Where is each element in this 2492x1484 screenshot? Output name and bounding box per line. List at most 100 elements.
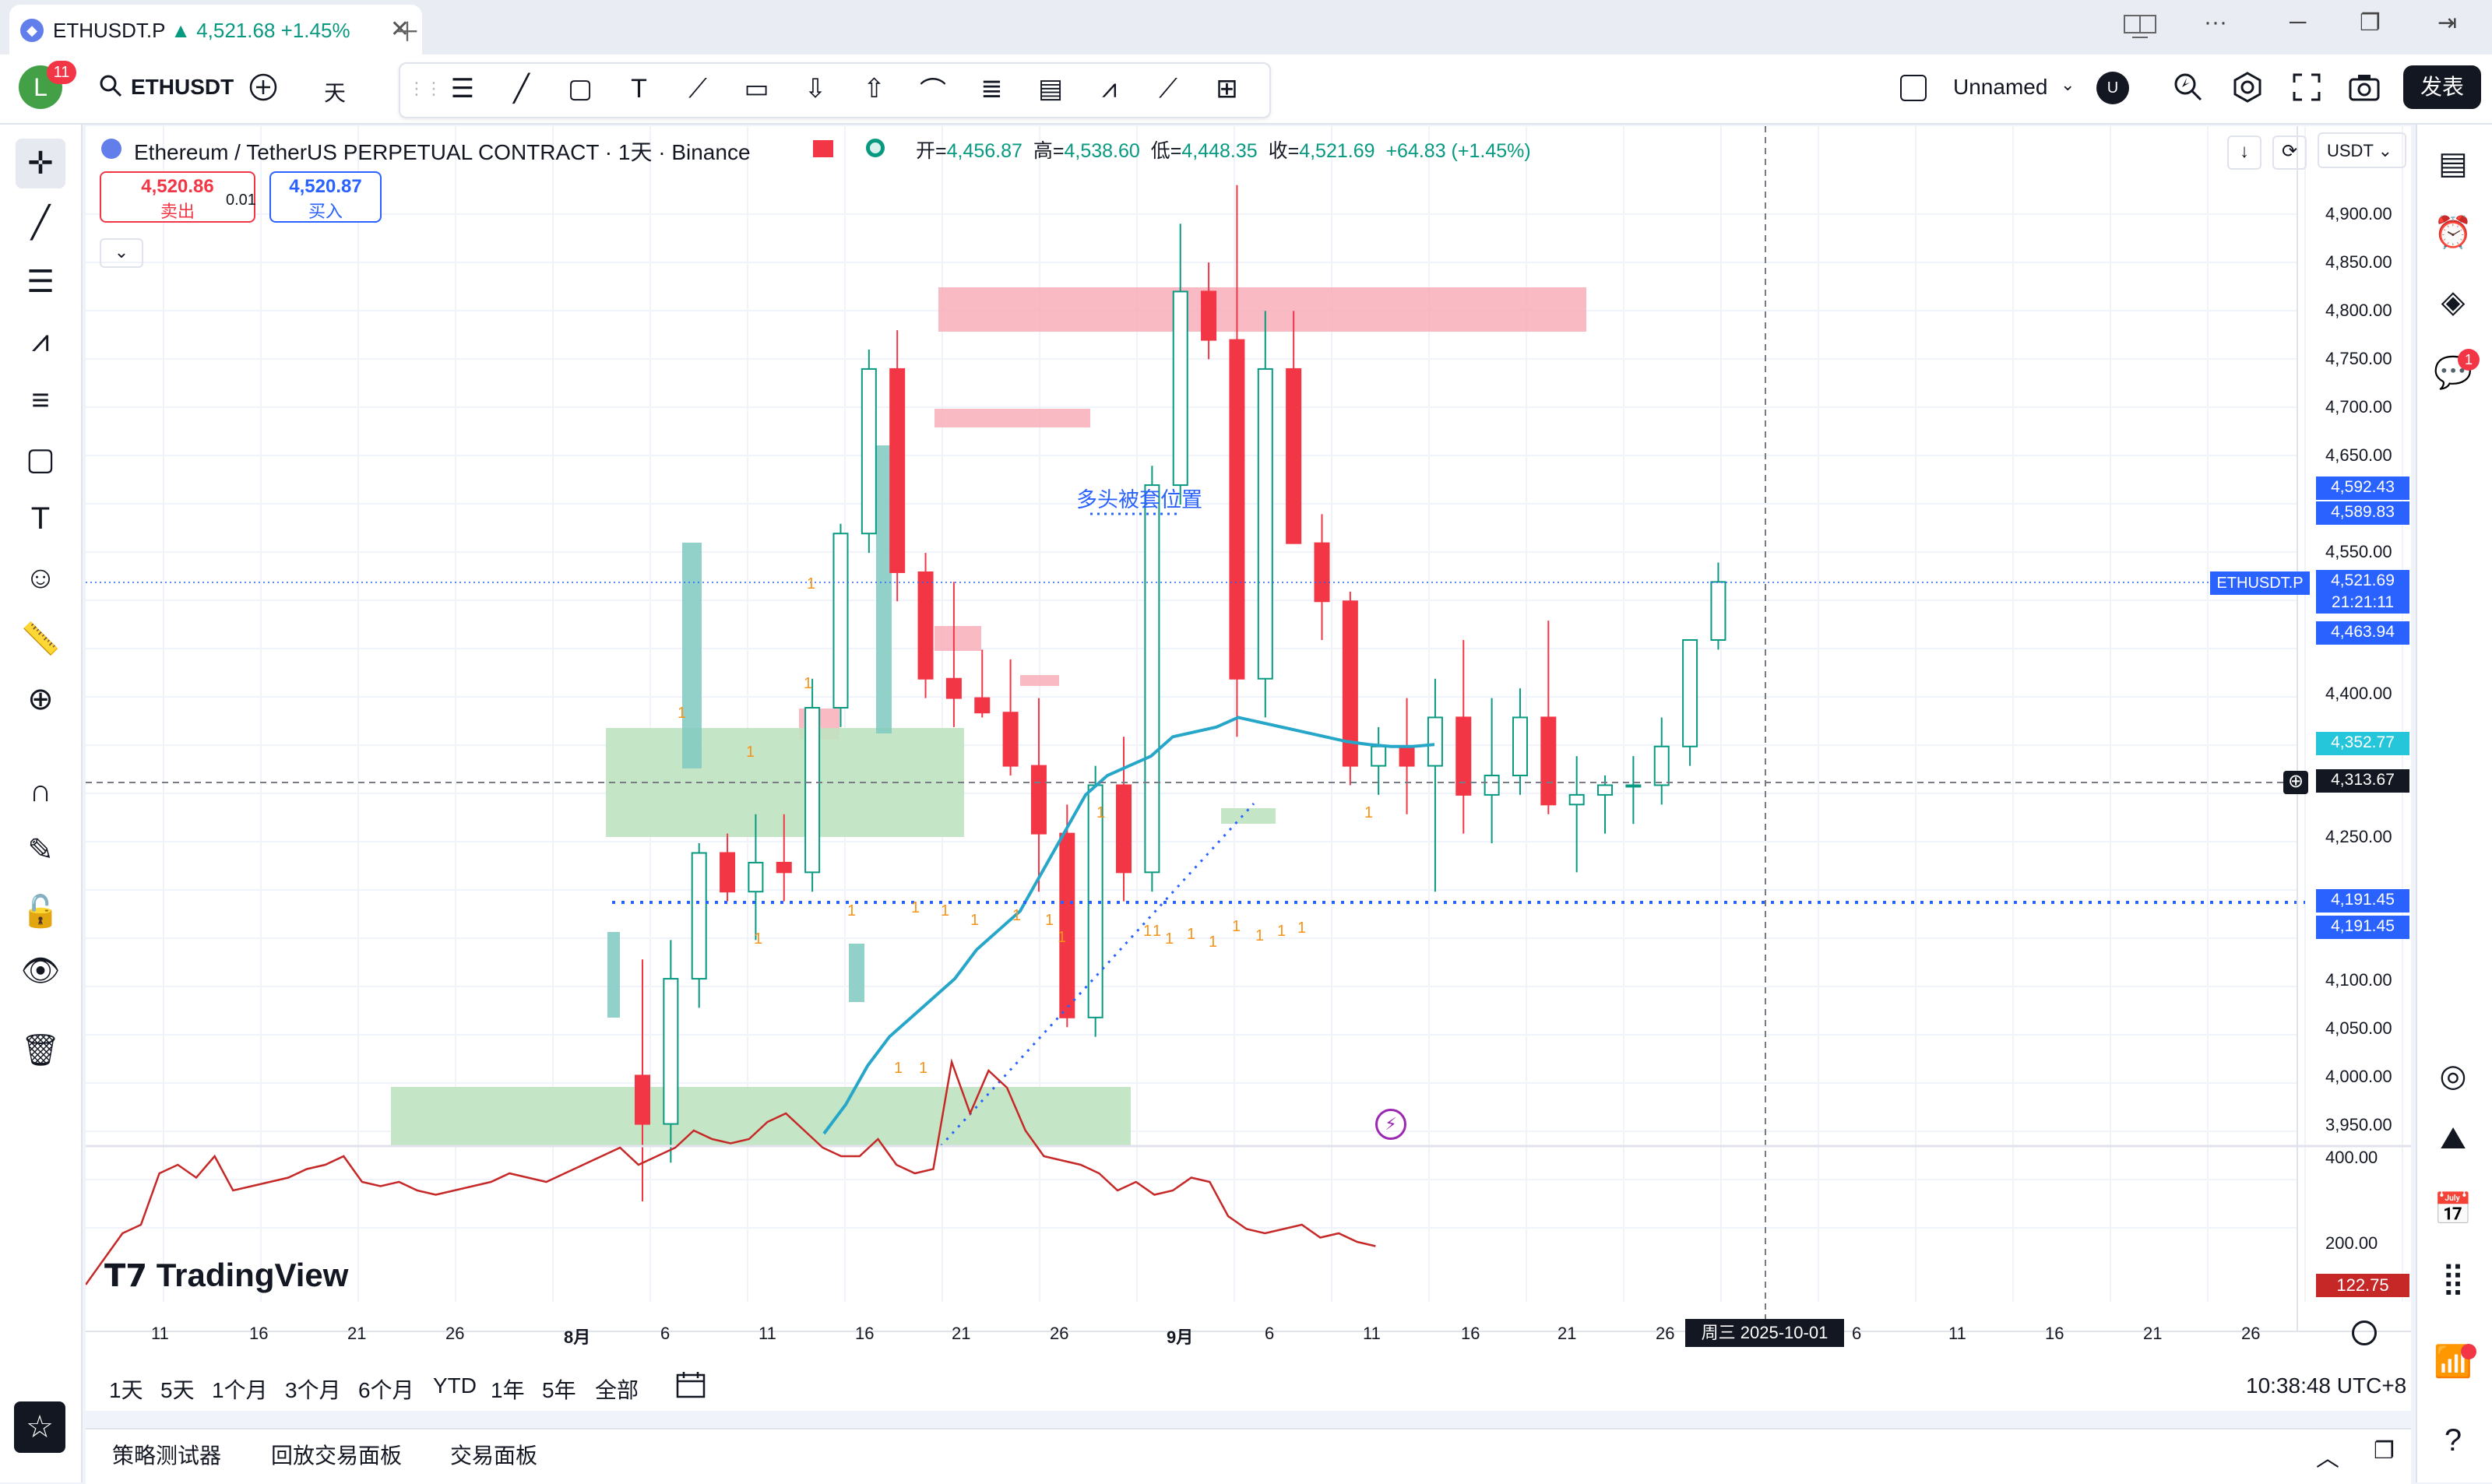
calendar-icon[interactable]	[674, 1369, 709, 1404]
calendar-icon[interactable]: 📅	[2434, 1191, 2473, 1226]
symbol-search-button[interactable]: ETHUSDT	[131, 75, 234, 99]
range-button[interactable]: 1个月	[212, 1378, 268, 1402]
layers-icon[interactable]: ◈	[2441, 285, 2466, 319]
path-icon[interactable]: ⟋	[688, 73, 707, 104]
add-alert-icon[interactable]: ⊕	[2283, 771, 2308, 794]
measure-cross-icon[interactable]: ⊞	[1216, 74, 1238, 104]
lock-icon[interactable]: 🔓	[21, 894, 60, 929]
candle-body	[1314, 542, 1330, 603]
chevron-down-icon[interactable]: ⌄	[2061, 75, 2075, 94]
lightning-icon[interactable]: ⚡	[1375, 1109, 1406, 1140]
signal-marker: 1	[1143, 923, 1152, 940]
ruler-icon[interactable]: 📏	[21, 621, 60, 656]
layout-name[interactable]: Unnamed	[1953, 75, 2048, 99]
arrow-up-marker-icon[interactable]: ⇧	[863, 74, 885, 104]
crosshair-icon[interactable]: ✛	[16, 139, 65, 188]
callout-icon[interactable]: ▭	[744, 74, 769, 104]
arrow-down-icon[interactable]: ↓	[2227, 135, 2261, 170]
zoom-in-icon[interactable]: ⊕	[27, 682, 54, 716]
maximize-panel-icon[interactable]: ❐	[2374, 1438, 2395, 1464]
browser-tab[interactable]: ◆ ETHUSDT.P ▲ 4,521.68 +1.45% ✕	[9, 5, 422, 55]
flag-icon[interactable]	[813, 140, 833, 157]
target-icon[interactable]: ◎	[2439, 1059, 2467, 1093]
bottom-tab[interactable]: 回放交易面板	[271, 1444, 403, 1468]
arrow-down-marker-icon[interactable]: ⇩	[804, 74, 827, 104]
favorites-star-icon[interactable]: ☆	[14, 1401, 65, 1453]
horizontal-lines-icon[interactable]: ☰	[450, 74, 475, 104]
candle-body	[1597, 784, 1614, 796]
trend-line-icon[interactable]: ╱	[513, 74, 530, 104]
pattern-icon[interactable]: ⩘	[1101, 73, 1118, 104]
apps-grid-icon[interactable]: ⣿	[2441, 1261, 2465, 1296]
annotation-text[interactable]: 多头被套位置	[1076, 488, 1202, 512]
camera-icon[interactable]	[2346, 69, 2383, 110]
text-icon[interactable]: T	[631, 73, 647, 104]
clock[interactable]: 10:38:48 UTC+8	[2246, 1373, 2407, 1398]
range-button[interactable]: YTD	[433, 1373, 477, 1398]
range-button[interactable]: 全部	[595, 1378, 639, 1402]
watchlist-icon[interactable]: ▤	[2438, 146, 2468, 181]
trend-line-icon[interactable]: ╱	[30, 206, 51, 240]
tradingview-logo[interactable]: 𝗧𝟳 TradingView	[104, 1257, 349, 1293]
range-button[interactable]: 1天	[109, 1378, 143, 1402]
refresh-icon[interactable]: ⟳	[2272, 135, 2307, 170]
range-button[interactable]: 5天	[160, 1378, 195, 1402]
buy-button[interactable]: 4,520.87 买入	[269, 171, 382, 223]
curve-icon[interactable]: ⌒	[920, 76, 946, 107]
eye-icon[interactable]: 👁	[20, 953, 61, 988]
spread-value: 0.01	[226, 192, 256, 209]
fullscreen-icon[interactable]	[2288, 69, 2325, 110]
quick-search-icon[interactable]	[2170, 69, 2207, 110]
prediction-icon[interactable]: ≡	[31, 382, 50, 417]
rectangle-icon[interactable]: ▢	[567, 74, 593, 104]
logout-icon[interactable]: ⇥	[2437, 10, 2458, 36]
range-button[interactable]: 6个月	[358, 1378, 414, 1402]
new-tab-icon[interactable]: ＋	[394, 18, 421, 47]
collapse-legend-button[interactable]: ⌄	[100, 238, 143, 268]
ohlc-values: 开=4,456.87 高=4,538.60 低=4,448.35 收=4,521…	[916, 140, 1531, 162]
collapse-panel-icon[interactable]: ︿	[2316, 1446, 2339, 1472]
range-button[interactable]: 5年	[542, 1378, 576, 1402]
restore-icon[interactable]: ❐	[2360, 10, 2381, 36]
pattern-icon[interactable]: ⩘	[31, 323, 50, 358]
sell-button[interactable]: 4,520.86 卖出	[100, 171, 255, 223]
fib-icon[interactable]: ☰	[26, 265, 55, 299]
fib-retracement-icon[interactable]: ≣	[980, 74, 1003, 104]
time-tick: 11	[1363, 1324, 1381, 1343]
range-button[interactable]: 1年	[491, 1378, 525, 1402]
settings-icon[interactable]	[2229, 69, 2266, 110]
bottom-tab[interactable]: 交易面板	[450, 1444, 538, 1468]
minimize-icon[interactable]: ─	[2290, 9, 2307, 35]
emoji-icon[interactable]: ☺	[24, 560, 57, 595]
add-symbol-icon[interactable]	[248, 72, 279, 107]
bottom-tab[interactable]: 策略测试器	[112, 1444, 222, 1468]
time-axis-settings-icon[interactable]	[2352, 1320, 2377, 1345]
search-icon[interactable]	[98, 73, 123, 102]
currency-select[interactable]: USDT ⌄	[2318, 132, 2406, 168]
shapes-icon[interactable]: ▢	[26, 442, 55, 476]
draw-mode-icon[interactable]: ✎	[27, 833, 54, 867]
mountain-icon[interactable]: ⛰	[2440, 1120, 2466, 1155]
user-badge[interactable]: U	[2096, 72, 2129, 104]
more-options-icon[interactable]: ···	[2204, 9, 2227, 35]
layout-window-icon[interactable]	[2121, 9, 2159, 47]
magnet-icon[interactable]: ∩	[29, 773, 52, 808]
price-label-value: 4,191.45	[2331, 891, 2395, 909]
candle-body	[1286, 367, 1302, 544]
ray-icon[interactable]: ⟋	[1159, 73, 1177, 104]
range-button[interactable]: 3个月	[285, 1378, 341, 1402]
layout-checkbox[interactable]	[1900, 75, 1927, 101]
close-tab-icon[interactable]: ✕	[389, 16, 410, 42]
trash-icon[interactable]: 🗑	[20, 1032, 61, 1067]
parallel-channel-icon[interactable]: ▤	[1037, 74, 1064, 104]
symbol-title[interactable]: Ethereum / TetherUS PERPETUAL CONTRACT ·…	[134, 140, 751, 164]
right-sidebar	[2416, 125, 2492, 1482]
interval-button[interactable]: 天	[324, 81, 347, 105]
alarm-clock-icon[interactable]: ⏰	[2434, 215, 2473, 250]
help-icon[interactable]: ?	[2444, 1422, 2462, 1458]
publish-button[interactable]: 发表	[2403, 65, 2481, 109]
text-icon[interactable]: T	[30, 501, 51, 536]
signal-marker: 1	[1187, 926, 1195, 943]
